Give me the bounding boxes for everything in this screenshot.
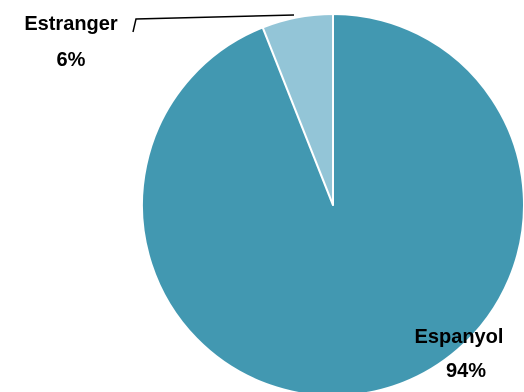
espanyol-percent: 94% [446, 360, 486, 382]
espanyol-label: Espanyol [415, 326, 504, 348]
pie-slices [141, 13, 524, 392]
estranger-leader-line [132, 14, 295, 33]
estranger-percent: 6% [57, 49, 86, 71]
pie-slice-estranger [261, 13, 334, 206]
estranger-label: Estranger [24, 13, 118, 35]
